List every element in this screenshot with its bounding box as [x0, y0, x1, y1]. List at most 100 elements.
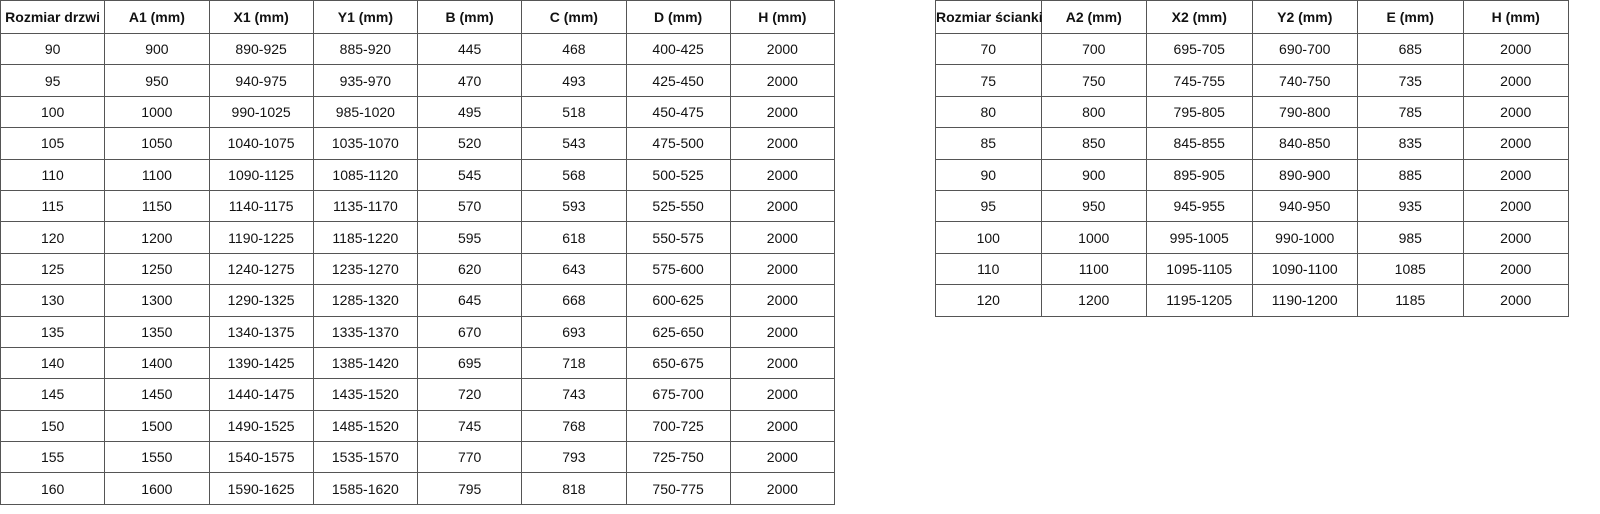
table-cell: 1285-1320 — [312, 284, 419, 317]
table-cell: 900 — [104, 32, 210, 66]
table-cell: 700 — [1040, 32, 1147, 66]
table-cell: 150 — [0, 409, 106, 443]
table-row: 95 950 945-955 940-950 935 2000 — [935, 189, 1569, 223]
table-cell: 90 — [935, 158, 1042, 191]
table-cell: 1085 — [1357, 252, 1464, 286]
table-row: 115 1150 1140-1175 1135-1170 570 593 525-550 20… — [0, 189, 836, 223]
column-header: X2 (mm) — [1146, 0, 1253, 34]
table-cell: 1240-1275 — [208, 252, 314, 286]
table-cell: 1235-1270 — [312, 252, 419, 286]
table-cell: 895-905 — [1146, 158, 1253, 191]
table-cell: 785 — [1357, 95, 1464, 129]
column-header: E (mm) — [1357, 0, 1464, 34]
table-cell: 115 — [0, 189, 106, 223]
table-cell: 1200 — [1040, 284, 1147, 317]
table-row: 120 1200 1195-1205 1190-1200 1185 2000 — [935, 284, 1569, 317]
table-cell: 493 — [521, 64, 627, 97]
table-cell: 85 — [935, 127, 1042, 160]
table-cell: 1290-1325 — [208, 284, 314, 317]
table-cell: 2000 — [729, 315, 836, 348]
table-cell: 125 — [0, 252, 106, 286]
table-cell: 990-1000 — [1251, 221, 1358, 254]
table-cell: 1195-1205 — [1146, 284, 1253, 317]
column-header: Rozmiar ścianki — [935, 0, 1043, 34]
table-cell: 1190-1225 — [208, 221, 314, 254]
table-cell: 2000 — [729, 378, 836, 411]
table-cell: 593 — [521, 189, 627, 223]
table-cell: 740-750 — [1251, 64, 1358, 97]
table-row: 130 1300 1290-1325 1285-1320 645 668 600-625 20… — [0, 284, 836, 317]
table-cell: 720 — [416, 378, 523, 411]
table-cell: 1040-1075 — [208, 127, 314, 160]
table-cell: 525-550 — [625, 189, 731, 223]
table-cell: 518 — [521, 95, 627, 129]
column-header: B (mm) — [416, 0, 523, 34]
table-cell: 950 — [1040, 189, 1147, 223]
table-cell: 885 — [1357, 158, 1464, 191]
table-cell: 543 — [521, 127, 627, 160]
table-cell: 110 — [0, 158, 106, 191]
table-cell: 110 — [935, 252, 1042, 286]
table-cell: 795-805 — [1146, 95, 1253, 129]
table-cell: 2000 — [1462, 252, 1569, 286]
table-cell: 470 — [416, 64, 523, 97]
table-cell: 690-700 — [1251, 32, 1358, 66]
table-cell: 945-955 — [1146, 189, 1253, 223]
table-row: 140 1400 1390-1425 1385-1420 695 718 650-675 20… — [0, 346, 836, 380]
table-cell: 450-475 — [625, 95, 731, 129]
table-cell: 95 — [935, 189, 1042, 223]
table-cell: 80 — [935, 95, 1042, 129]
table-cell: 845-855 — [1146, 127, 1253, 160]
table-cell: 685 — [1357, 32, 1464, 66]
table-cell: 718 — [521, 346, 627, 380]
table-cell: 100 — [0, 95, 106, 129]
table-cell: 1500 — [104, 409, 210, 443]
table-cell: 1385-1420 — [312, 346, 419, 380]
table-row: 100 1000 990-1025 985-1020 495 518 450-475 2000 — [0, 95, 836, 129]
table-row: 145 1450 1440-1475 1435-1520 720 743 675-700 20… — [0, 378, 836, 411]
table-row: 90 900 895-905 890-900 885 2000 — [935, 158, 1569, 191]
table-cell: 735 — [1357, 64, 1464, 97]
table-cell: 800 — [1040, 95, 1147, 129]
table-cell: 750-775 — [625, 472, 731, 505]
table-cell: 120 — [935, 284, 1042, 317]
table-cell: 940-950 — [1251, 189, 1358, 223]
table-cell: 1185-1220 — [312, 221, 419, 254]
table-cell: 2000 — [1462, 32, 1569, 66]
table-cell: 1140-1175 — [208, 189, 314, 223]
table-cell: 70 — [935, 32, 1042, 66]
column-header: C (mm) — [521, 0, 627, 34]
table-cell: 890-900 — [1251, 158, 1358, 191]
table-cell: 90 — [0, 32, 106, 66]
table-cell: 768 — [521, 409, 627, 443]
table-cell: 130 — [0, 284, 106, 317]
wall-size-table: Rozmiar ścianki A2 (mm) X2 (mm) Y2 (mm) E (m… — [935, 0, 1569, 317]
table-cell: 850 — [1040, 127, 1147, 160]
table-cell: 2000 — [1462, 189, 1569, 223]
table-cell: 1350 — [104, 315, 210, 348]
table-cell: 985 — [1357, 221, 1464, 254]
table-cell: 1150 — [104, 189, 210, 223]
table-cell: 155 — [0, 441, 106, 474]
table-cell: 900 — [1040, 158, 1147, 191]
table-cell: 700-725 — [625, 409, 731, 443]
table-cell: 2000 — [729, 32, 836, 66]
table-cell: 545 — [416, 158, 523, 191]
table-cell: 1050 — [104, 127, 210, 160]
table-cell: 160 — [0, 472, 106, 505]
table-cell: 1540-1575 — [208, 441, 314, 474]
table-cell: 750 — [1040, 64, 1147, 97]
table-cell: 2000 — [729, 284, 836, 317]
table-cell: 835 — [1357, 127, 1464, 160]
table-cell: 1185 — [1357, 284, 1464, 317]
table-cell: 1600 — [104, 472, 210, 505]
table-cell: 645 — [416, 284, 523, 317]
table-cell: 840-850 — [1251, 127, 1358, 160]
table-cell: 1085-1120 — [312, 158, 419, 191]
table-cell: 1300 — [104, 284, 210, 317]
table-cell: 1340-1375 — [208, 315, 314, 348]
table-cell: 2000 — [1462, 95, 1569, 129]
table-cell: 1550 — [104, 441, 210, 474]
table-cell: 105 — [0, 127, 106, 160]
table-cell: 2000 — [729, 441, 836, 474]
